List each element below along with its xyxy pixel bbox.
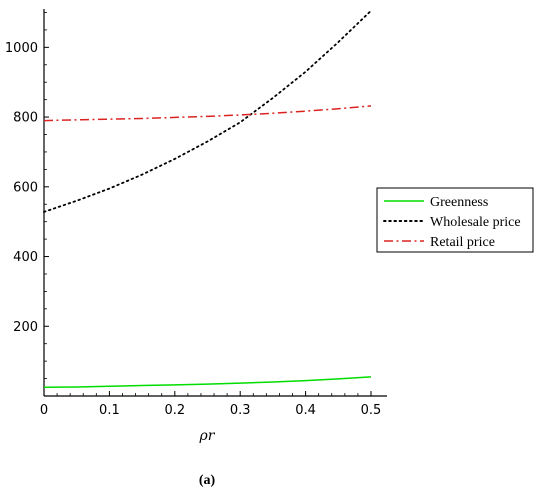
legend-label: Wholesale price bbox=[430, 215, 521, 230]
x-tick-label: 0.4 bbox=[295, 403, 316, 418]
x-tick-label: 0 bbox=[40, 403, 48, 418]
y-tick-label: 800 bbox=[13, 111, 38, 126]
x-tick-label: 0.1 bbox=[99, 403, 120, 418]
axes: 200 400 600 800 1000 0 0.1 0.2 0.3 0.4 0.5 bbox=[5, 9, 387, 418]
y-tick-label: 400 bbox=[13, 250, 38, 265]
y-tick-label: 600 bbox=[13, 180, 38, 195]
series-line-wholesale-price bbox=[43, 9, 372, 213]
series-line-retail-price bbox=[43, 105, 372, 122]
x-tick-label: 0.5 bbox=[361, 403, 382, 418]
series-lines bbox=[43, 9, 372, 389]
x-tick-label: 0.3 bbox=[230, 403, 251, 418]
x-tick-label: 0.2 bbox=[164, 403, 185, 418]
y-tick-label: 1000 bbox=[5, 41, 38, 56]
legend-label: Greenness bbox=[430, 195, 488, 210]
y-tick-label: 200 bbox=[13, 320, 38, 335]
legend-label: Retail price bbox=[430, 235, 495, 250]
figure-caption: (a) bbox=[199, 473, 216, 488]
legend: Greenness Wholesale price Retail price bbox=[376, 187, 534, 253]
series-line-greenness bbox=[43, 376, 372, 389]
x-axis-label: ρr bbox=[199, 428, 216, 444]
